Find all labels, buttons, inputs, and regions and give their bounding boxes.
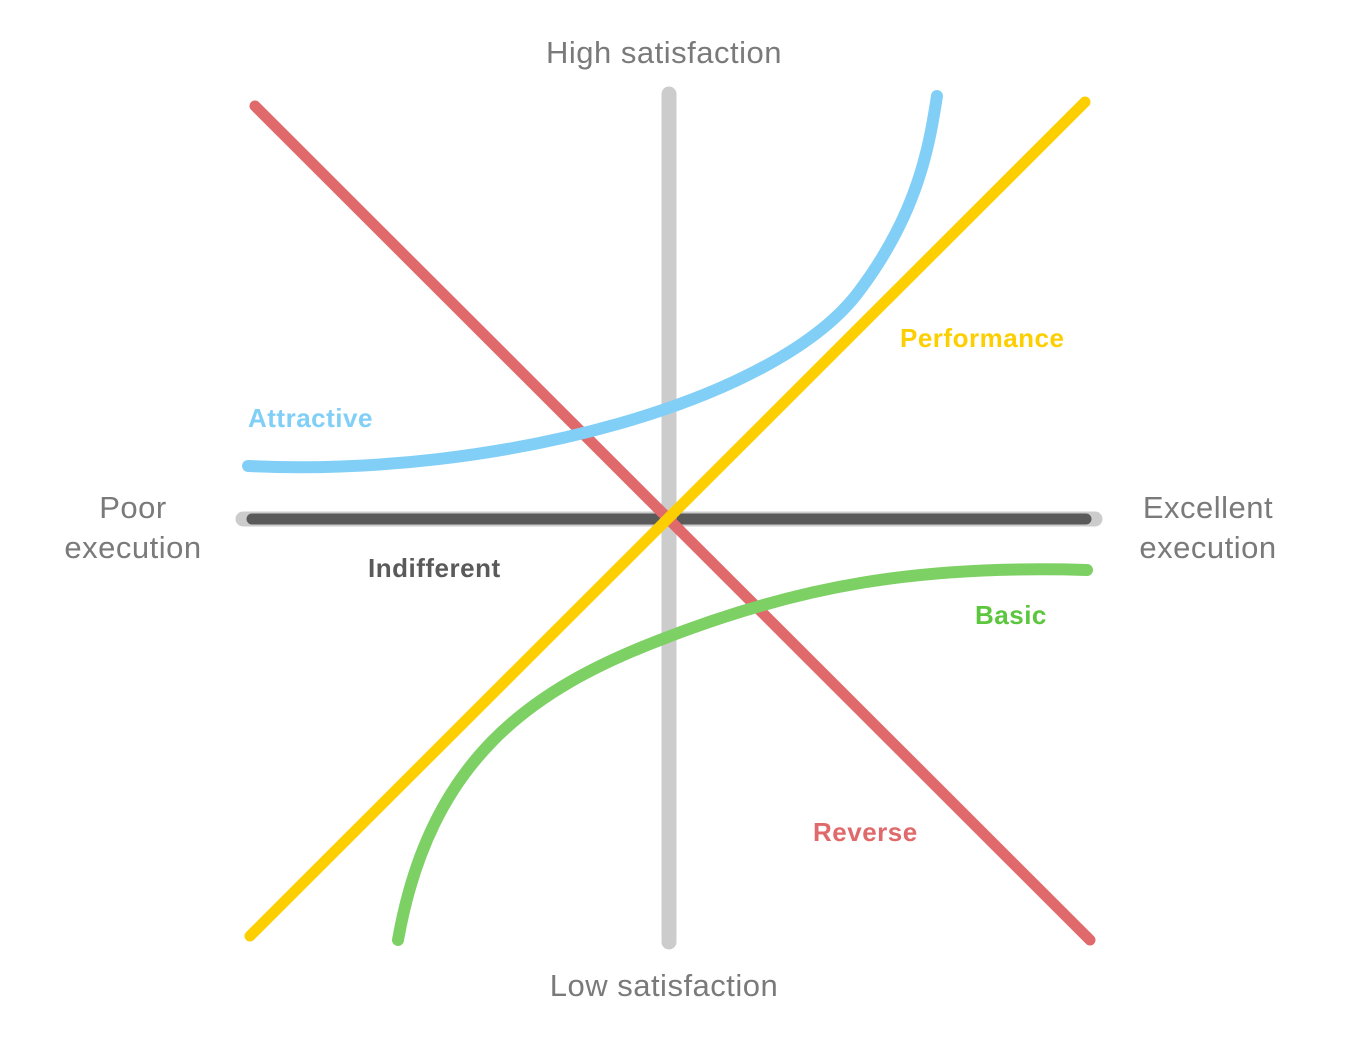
high-satisfaction-label: High satisfaction <box>546 35 782 70</box>
attractive-label: Attractive <box>248 403 373 433</box>
indifferent-label: Indifferent <box>368 553 501 583</box>
excellent-execution-line1: Excellent <box>1142 490 1274 525</box>
excellent-execution-label: Excellent execution <box>1112 488 1304 568</box>
poor-execution-line1: Poor <box>99 490 167 525</box>
reverse-line <box>249 100 1096 946</box>
basic-label: Basic <box>975 600 1047 630</box>
reverse-label: Reverse <box>813 817 918 847</box>
poor-execution-label: Poor execution <box>40 488 226 568</box>
attractive-curve <box>242 90 943 474</box>
poor-execution-line2: execution <box>64 530 202 565</box>
performance-line <box>244 96 1091 942</box>
low-satisfaction-label: Low satisfaction <box>549 968 779 1003</box>
basic-curve <box>392 563 1093 946</box>
excellent-execution-line2: execution <box>1139 530 1277 565</box>
performance-label: Performance <box>900 323 1065 353</box>
